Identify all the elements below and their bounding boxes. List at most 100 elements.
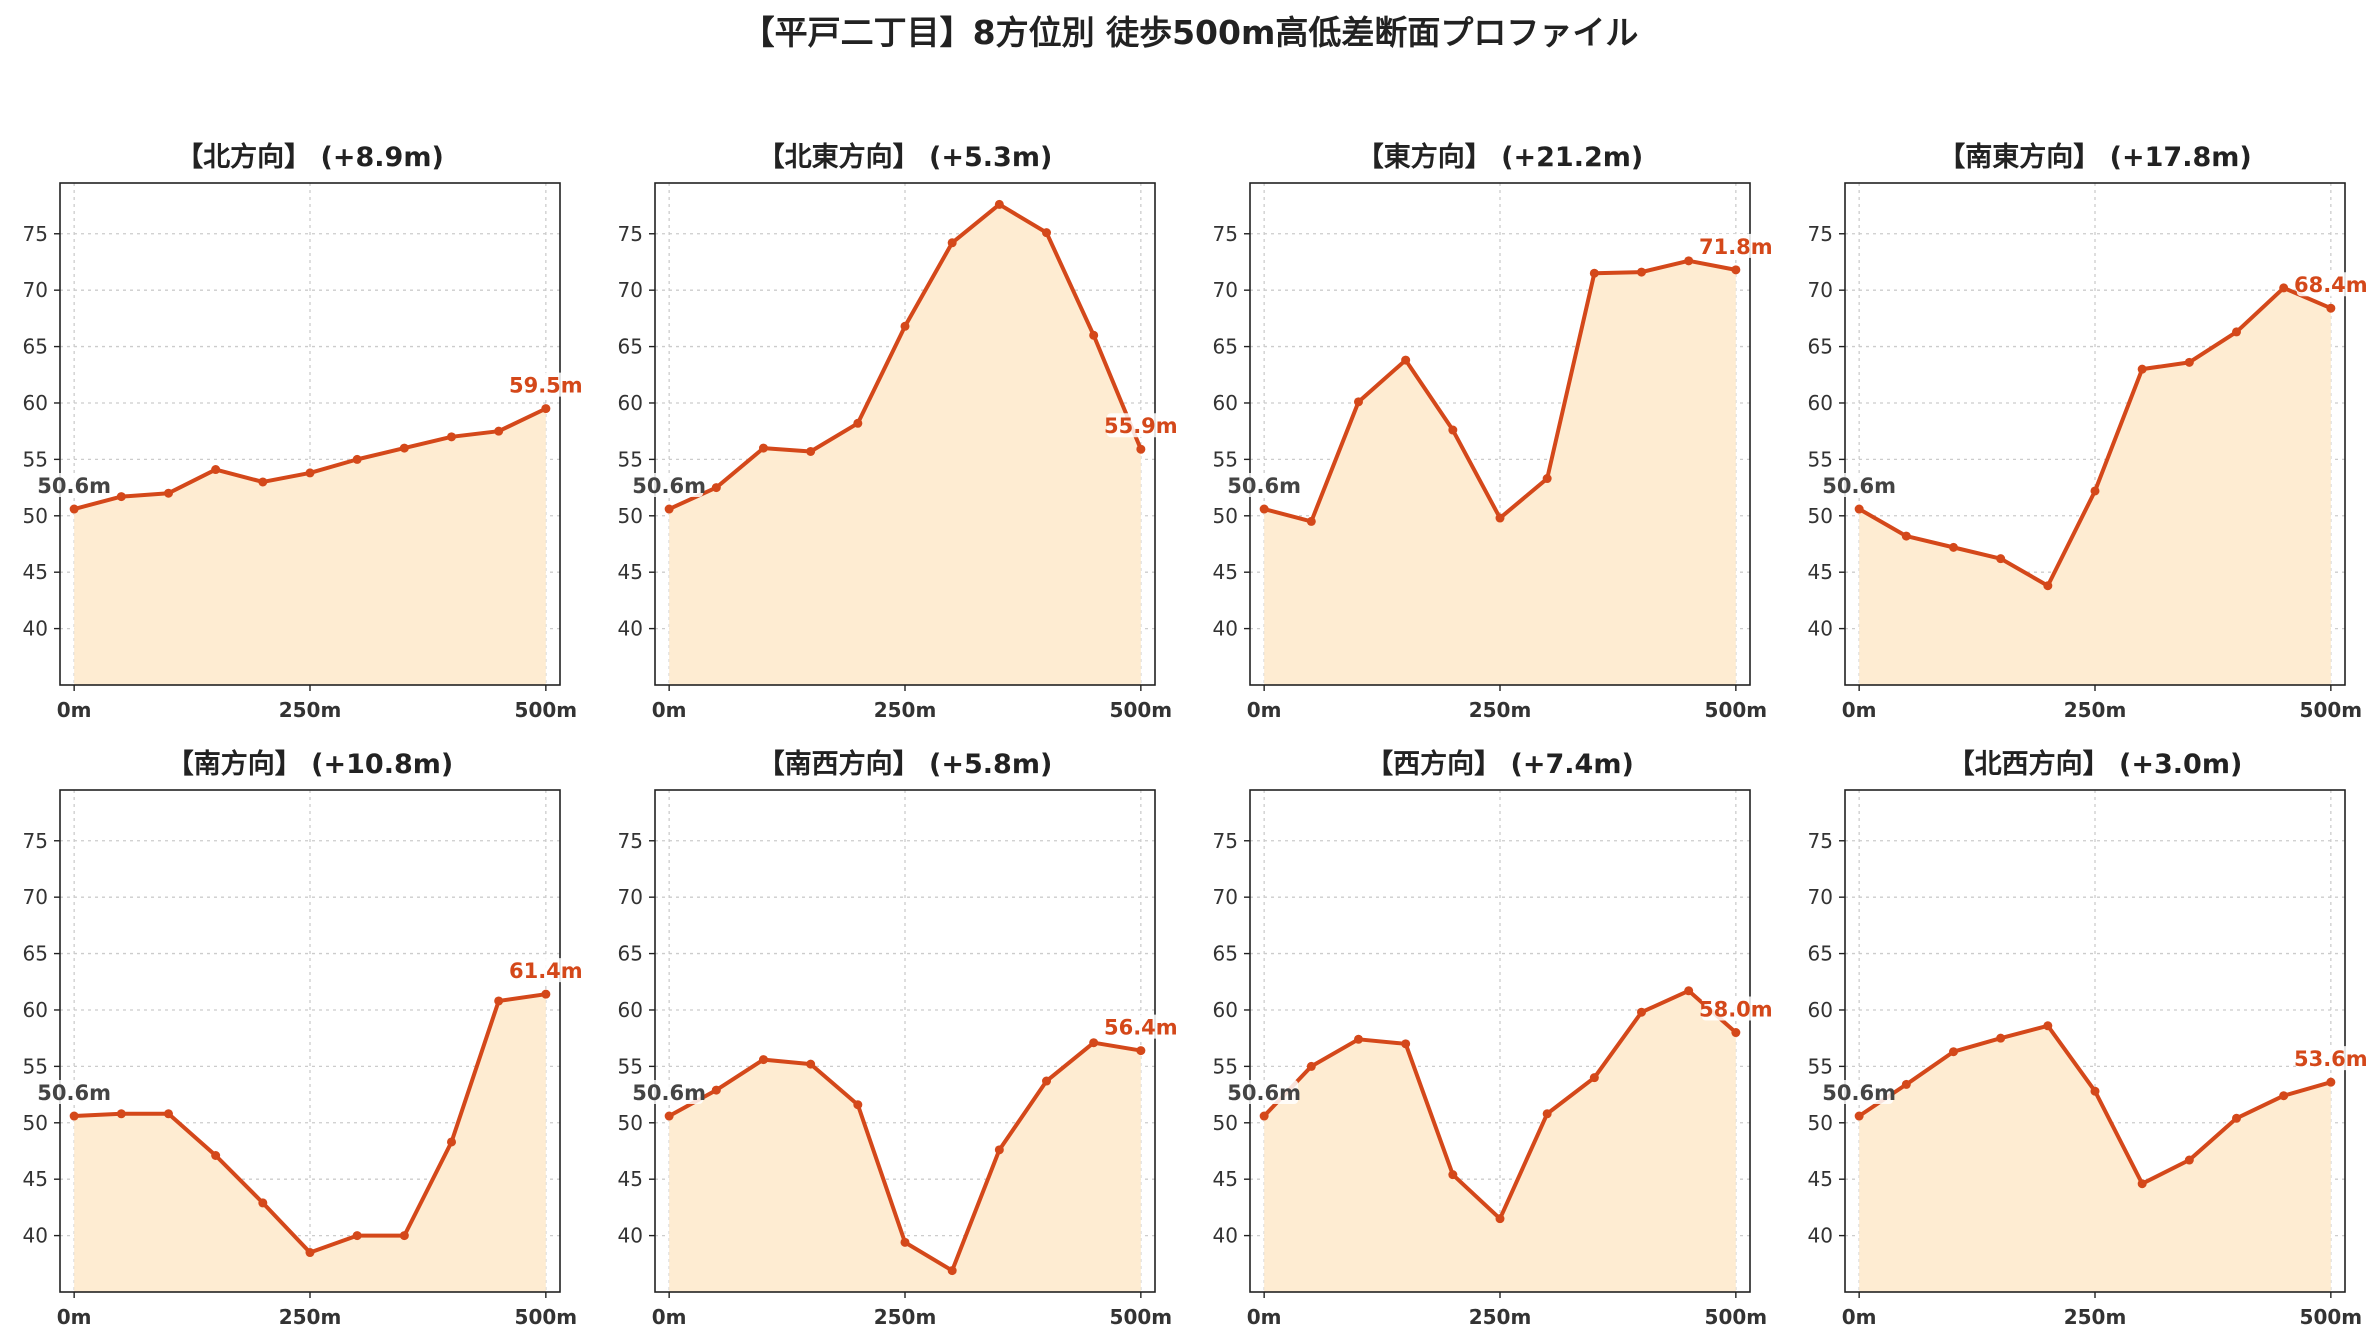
panel-1-point bbox=[163, 488, 173, 498]
panel-2-point bbox=[853, 418, 863, 428]
panel-5-point bbox=[447, 1137, 457, 1147]
panel-7-point bbox=[1637, 1007, 1647, 1017]
panel-6-point bbox=[994, 1145, 1004, 1155]
panel-7-ytick-label: 70 bbox=[1213, 885, 1238, 909]
panel-2-point bbox=[758, 443, 768, 453]
panel-7-point bbox=[1353, 1034, 1363, 1044]
panel-2-xtick-label: 500m bbox=[1110, 698, 1173, 722]
panel-1-point bbox=[116, 492, 126, 502]
panel-3-ytick-label: 55 bbox=[1213, 447, 1238, 471]
panel-5-point bbox=[163, 1109, 173, 1119]
panel-8-point bbox=[1854, 1111, 1864, 1121]
panel-2-ytick-label: 75 bbox=[618, 222, 643, 246]
panel-4-ytick-label: 70 bbox=[1808, 278, 1833, 302]
panel-5-point bbox=[352, 1231, 362, 1241]
panel-1-end-label: 59.5m bbox=[509, 374, 583, 398]
panel-4-point bbox=[2137, 364, 2147, 374]
panel-7-ytick-label: 45 bbox=[1213, 1167, 1238, 1191]
panel-8-point bbox=[2326, 1077, 2336, 1087]
panel-4: 【南東方向】 (+17.8m) 40 45 50 55 60 65 70 75 0m 250m 500… bbox=[1808, 141, 2368, 722]
panel-5-ytick-label: 70 bbox=[23, 885, 48, 909]
panel-7-point bbox=[1731, 1028, 1741, 1038]
panel-6-ytick-label: 75 bbox=[618, 829, 643, 853]
panel-6-point bbox=[806, 1059, 816, 1069]
panel-3-point bbox=[1353, 397, 1363, 407]
panel-5-ytick-label: 60 bbox=[23, 998, 48, 1022]
panel-2-ytick-label: 55 bbox=[618, 447, 643, 471]
panel-8-end-label: 53.6m bbox=[2294, 1047, 2368, 1071]
panel-7-point bbox=[1495, 1214, 1505, 1224]
panel-5-xtick-label: 500m bbox=[515, 1305, 578, 1329]
panel-4-point bbox=[2279, 283, 2289, 293]
panel-5-title: 【南方向】 (+10.8m) bbox=[167, 748, 453, 780]
panel-1-ytick-label: 55 bbox=[23, 447, 48, 471]
panel-7: 【西方向】 (+7.4m) 40 45 50 55 60 65 70 75 0m 250m 500m 5… bbox=[1213, 748, 1773, 1329]
panel-5-point bbox=[399, 1231, 409, 1241]
panel-3-start-label-bg bbox=[1230, 473, 1299, 498]
panel-6-ytick-label: 55 bbox=[618, 1054, 643, 1078]
panel-7-end-label-bg bbox=[1701, 996, 1770, 1021]
panel-7-start-label-bg bbox=[1230, 1080, 1299, 1105]
panel-4-point bbox=[2184, 357, 2194, 367]
panel-6-end-label-bg bbox=[1106, 1014, 1175, 1039]
panel-5-ytick-label: 55 bbox=[23, 1054, 48, 1078]
panel-4-point bbox=[2043, 581, 2053, 591]
panel-4-point bbox=[1901, 531, 1911, 541]
panel-2-title: 【北東方向】 (+5.3m) bbox=[758, 141, 1053, 173]
panel-7-ytick-label: 50 bbox=[1213, 1111, 1238, 1135]
panel-1-ytick-label: 75 bbox=[23, 222, 48, 246]
panel-3-point bbox=[1448, 425, 1458, 435]
panel-4-point bbox=[2090, 486, 2100, 496]
panel-5-ytick-label: 45 bbox=[23, 1167, 48, 1191]
panel-8-area bbox=[1859, 1025, 2331, 1292]
panel-3-title: 【東方向】 (+21.2m) bbox=[1357, 141, 1643, 173]
panel-6-point bbox=[1042, 1076, 1052, 1086]
panel-1-end-label-bg bbox=[511, 372, 580, 397]
panel-6: 【南西方向】 (+5.8m) 40 45 50 55 60 65 70 75 0m 250m 500m… bbox=[618, 748, 1178, 1329]
panel-4-start-label-bg bbox=[1825, 473, 1894, 498]
panel-1-point bbox=[211, 465, 221, 475]
panel-4-ytick-label: 50 bbox=[1808, 504, 1833, 528]
panel-2-start-label-bg bbox=[635, 473, 704, 498]
panel-6-ytick-label: 70 bbox=[618, 885, 643, 909]
panel-6-end-label: 56.4m bbox=[1104, 1016, 1178, 1040]
panel-2-point bbox=[1089, 330, 1099, 340]
panel-8-ytick-label: 70 bbox=[1808, 885, 1833, 909]
panel-7-start-label: 50.6m bbox=[1227, 1081, 1301, 1105]
panel-2-xtick-label: 250m bbox=[874, 698, 937, 722]
panel-5-xtick-label: 0m bbox=[57, 1305, 92, 1329]
panel-6-point bbox=[1089, 1038, 1099, 1048]
panel-4-ytick-label: 55 bbox=[1808, 447, 1833, 471]
panel-3-xtick-label: 250m bbox=[1469, 698, 1532, 722]
panel-3-ytick-label: 75 bbox=[1213, 222, 1238, 246]
panel-8-start-label: 50.6m bbox=[1822, 1081, 1896, 1105]
panel-5-ytick-label: 65 bbox=[23, 942, 48, 966]
panel-6-start-label-bg bbox=[635, 1080, 704, 1105]
panel-7-point bbox=[1448, 1170, 1458, 1180]
panel-2-ytick-label: 50 bbox=[618, 504, 643, 528]
panel-2-ytick-label: 60 bbox=[618, 391, 643, 415]
panel-7-ytick-label: 75 bbox=[1213, 829, 1238, 853]
panel-5-xtick-label: 250m bbox=[279, 1305, 342, 1329]
panel-7-ytick-label: 55 bbox=[1213, 1054, 1238, 1078]
panel-8-xtick-label: 0m bbox=[1842, 1305, 1877, 1329]
panel-6-point bbox=[758, 1055, 768, 1065]
panel-6-title: 【南西方向】 (+5.8m) bbox=[758, 748, 1053, 780]
panel-5-point bbox=[258, 1198, 268, 1208]
panel-3-point bbox=[1495, 513, 1505, 523]
panel-1-title: 【北方向】 (+8.9m) bbox=[176, 141, 444, 173]
panel-8-point bbox=[2090, 1086, 2100, 1096]
panel-6-point bbox=[947, 1266, 957, 1276]
panel-3-ytick-label: 70 bbox=[1213, 278, 1238, 302]
panel-1-ytick-label: 50 bbox=[23, 504, 48, 528]
panel-1-ytick-label: 40 bbox=[23, 617, 48, 641]
panel-3-ytick-label: 50 bbox=[1213, 504, 1238, 528]
panel-1-start-label-bg bbox=[40, 473, 109, 498]
panel-2-point bbox=[711, 483, 721, 493]
panel-7-point bbox=[1542, 1109, 1552, 1119]
panel-2-point bbox=[1042, 228, 1052, 238]
panel-2-point bbox=[664, 504, 674, 514]
panel-8-point bbox=[2043, 1021, 2053, 1031]
panel-1-point bbox=[352, 454, 362, 464]
